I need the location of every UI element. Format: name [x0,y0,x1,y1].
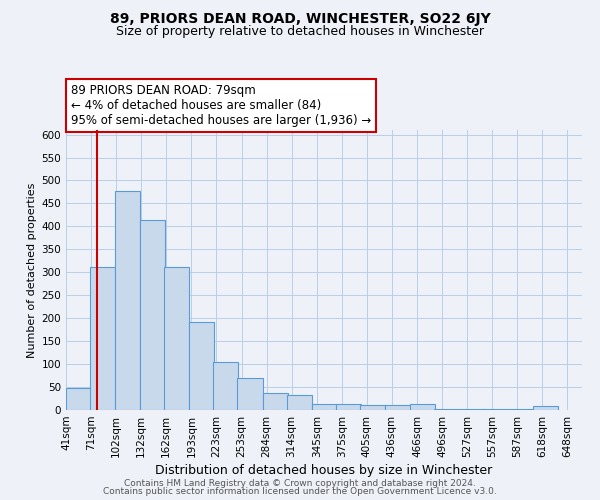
Bar [533,406,558,410]
Text: 89, PRIORS DEAN ROAD, WINCHESTER, SO22 6JY: 89, PRIORS DEAN ROAD, WINCHESTER, SO22 6… [110,12,490,26]
Bar [287,396,312,410]
Bar [434,409,459,410]
Bar [263,393,287,410]
Bar [410,404,435,410]
Bar [66,388,91,410]
Bar [336,404,361,410]
Bar [361,406,385,410]
Bar [164,267,189,410]
Text: Contains HM Land Registry data © Crown copyright and database right 2024.: Contains HM Land Registry data © Crown c… [124,478,476,488]
Text: Contains public sector information licensed under the Open Government Licence v3: Contains public sector information licen… [103,487,497,496]
Bar [238,378,263,410]
Bar [90,267,115,410]
Text: Size of property relative to detached houses in Winchester: Size of property relative to detached ho… [116,25,484,38]
Text: 89 PRIORS DEAN ROAD: 79sqm
← 4% of detached houses are smaller (84)
95% of semi-: 89 PRIORS DEAN ROAD: 79sqm ← 4% of detac… [71,84,371,127]
Bar [484,409,508,410]
Bar [385,406,410,410]
X-axis label: Distribution of detached houses by size in Winchester: Distribution of detached houses by size … [155,464,493,477]
Bar [213,362,238,410]
Bar [140,220,164,410]
Bar [115,190,140,410]
Bar [508,409,533,410]
Bar [189,322,214,410]
Y-axis label: Number of detached properties: Number of detached properties [27,182,37,358]
Bar [459,409,484,410]
Bar [312,404,337,410]
